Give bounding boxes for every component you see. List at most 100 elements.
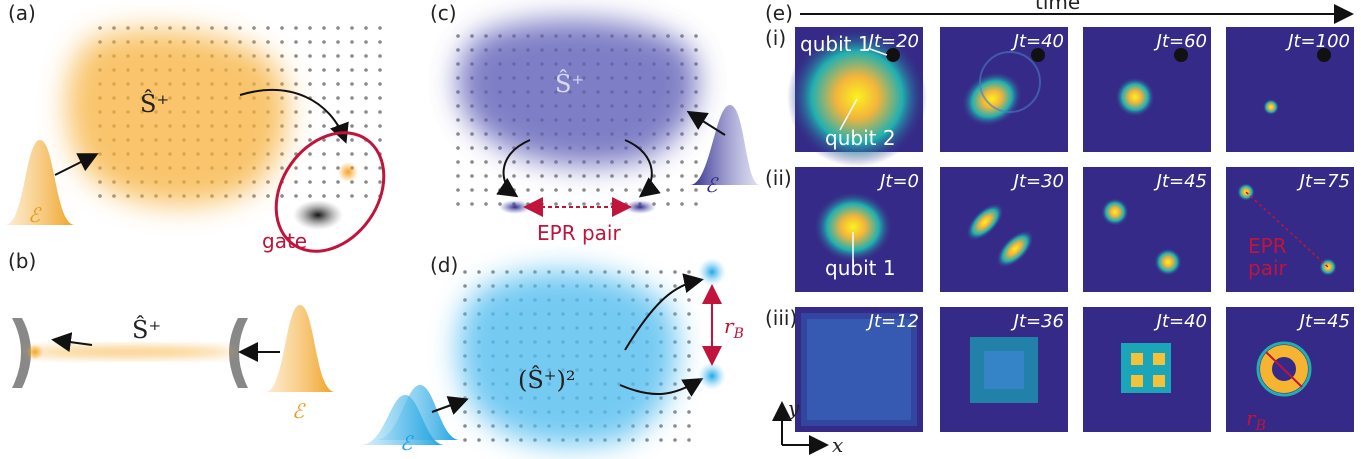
operator: (Ŝ⁺)² [518, 365, 575, 394]
lattice-dot [610, 188, 614, 192]
pair-label: EPR pair [537, 221, 621, 245]
blob [1115, 77, 1155, 117]
lattice-dot [280, 40, 284, 44]
lattice-dot [98, 26, 102, 30]
row-label: (i) [765, 26, 786, 50]
lattice-dot [294, 110, 298, 114]
lattice-dot [694, 146, 698, 150]
lattice-dot [687, 396, 691, 400]
pulse [690, 105, 760, 185]
lattice-dot [308, 110, 312, 114]
cell [1153, 375, 1165, 387]
time-label: Jt=40 [1154, 311, 1207, 332]
lattice-dot [463, 284, 467, 288]
lattice-dot [540, 174, 544, 178]
lattice-dot [294, 124, 298, 128]
lattice-dot [631, 270, 635, 274]
lattice-dot [659, 410, 663, 414]
lattice-dot [666, 146, 670, 150]
lattice-dot [470, 34, 474, 38]
lattice-dot [673, 284, 677, 288]
lattice-dot [673, 410, 677, 414]
lattice-dot [568, 202, 572, 206]
time-label: Jt=45 [1154, 171, 1207, 192]
lattice-dot [336, 194, 340, 198]
cell [1131, 375, 1143, 387]
field: ℰ [292, 399, 306, 423]
lattice-dot [238, 26, 242, 30]
lattice-dot [477, 424, 481, 428]
lattice-dot [477, 270, 481, 274]
field: ℰ [28, 203, 42, 227]
lattice-dot [666, 202, 670, 206]
lattice-dot [294, 194, 298, 198]
lattice-dot [610, 174, 614, 178]
lattice-dot [470, 132, 474, 136]
figure: (a) Ŝ⁺ ℰ gate (b) Ŝ⁺ ℰ (c) Ŝ⁺ EPR pair ℰ… [0, 0, 1361, 459]
lattice-dot [666, 160, 670, 164]
lattice-dot [280, 26, 284, 30]
lattice-dot [350, 54, 354, 58]
lattice-dot [624, 174, 628, 178]
lattice-dot [568, 174, 572, 178]
lattice-dot [378, 124, 382, 128]
lattice-dot [378, 68, 382, 72]
lattice-dot [694, 132, 698, 136]
lattice-dot [308, 194, 312, 198]
panel-label: (b) [8, 249, 36, 273]
lattice-dot [498, 146, 502, 150]
field: ℰ [705, 173, 719, 197]
arrow [432, 400, 465, 412]
lattice-dot [350, 68, 354, 72]
lattice-dot [540, 202, 544, 206]
annotation: qubit 2 [825, 126, 896, 150]
lattice-dot [456, 62, 460, 66]
lattice-dot [308, 26, 312, 30]
blob [1154, 248, 1182, 276]
lattice-dot [673, 438, 677, 442]
lattice-dot [512, 160, 516, 164]
lattice-dot [378, 166, 382, 170]
time-label: Jt=0 [877, 171, 919, 192]
lattice-dot [364, 82, 368, 86]
lattice-dot [505, 438, 509, 442]
time-label: time [1035, 0, 1080, 14]
axis-label: y [787, 396, 800, 420]
lattice-dot [308, 180, 312, 184]
blob [1101, 198, 1129, 226]
row-label: (iii) [765, 306, 797, 330]
lattice-dot [266, 180, 270, 184]
lattice-dot [308, 166, 312, 170]
annotation: EPR [1248, 234, 1287, 258]
lattice-dot [364, 40, 368, 44]
lattice-dot [498, 160, 502, 164]
lattice-dot [224, 26, 228, 30]
blob [1263, 99, 1279, 115]
lattice-dot [252, 40, 256, 44]
lattice-dot [126, 26, 130, 30]
lattice-dot [280, 68, 284, 72]
lattice-dot [456, 146, 460, 150]
lattice-dot [350, 124, 354, 128]
panel-label: (d) [430, 253, 458, 277]
lattice-dot [266, 26, 270, 30]
blob [67, 30, 288, 206]
lattice-dot [694, 160, 698, 164]
annotation: qubit 1 [825, 256, 896, 280]
lattice-dot [456, 104, 460, 108]
lattice-dot [470, 202, 474, 206]
lattice-dot [673, 396, 677, 400]
annotation: pair [1248, 256, 1288, 280]
lattice-dot [252, 194, 256, 198]
lattice-dot [463, 270, 467, 274]
lattice-dot [505, 270, 509, 274]
blob [698, 258, 726, 286]
lattice-dot [463, 424, 467, 428]
lattice-dot [554, 188, 558, 192]
subscript: B [1255, 418, 1266, 434]
lattice-dot [687, 312, 691, 316]
lattice-dot [294, 26, 298, 30]
time-label: Jt=20 [866, 31, 919, 52]
lattice-dot [484, 202, 488, 206]
lattice-dot [638, 160, 642, 164]
